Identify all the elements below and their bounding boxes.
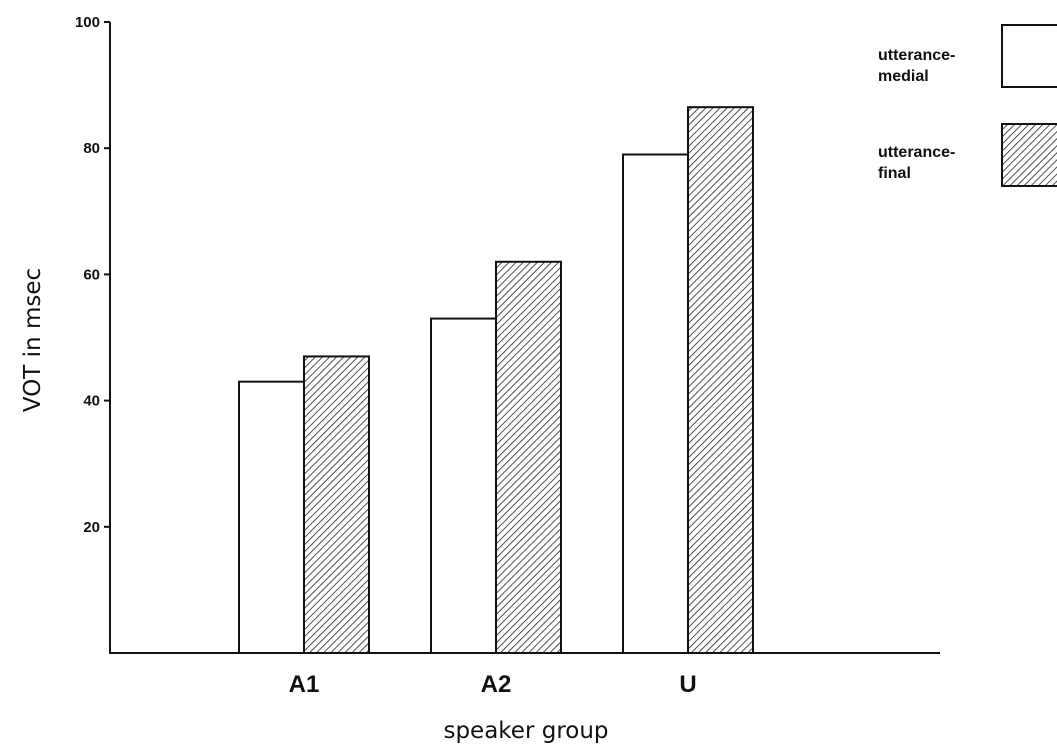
x-tick-label: A2 xyxy=(481,671,512,698)
y-tick-label: 60 xyxy=(83,266,100,283)
y-tick-label: 80 xyxy=(83,140,100,157)
y-tick-label: 100 xyxy=(75,14,100,31)
legend-label-series-1: medial xyxy=(878,68,929,85)
y-tick-label: 40 xyxy=(83,393,100,410)
legend-label-series-1: utterance- xyxy=(878,47,955,64)
y-axis-title: VOT in msec xyxy=(20,268,46,412)
legend-label-series-2: utterance- xyxy=(878,144,955,161)
legend-swatch-series-2 xyxy=(1001,123,1057,187)
legend-swatch-series-1 xyxy=(1001,24,1057,88)
bar-a1-series-1 xyxy=(238,380,305,654)
bar-u-series-1 xyxy=(622,153,689,654)
bar-a2-series-1 xyxy=(430,317,497,654)
x-axis-title: speaker group xyxy=(443,718,608,744)
x-tick-label: A1 xyxy=(289,671,320,698)
legend-label-series-2: final xyxy=(878,165,911,182)
labels: speaker group VOT in msec xyxy=(20,268,609,744)
bar-u-series-2 xyxy=(687,106,754,654)
x-tick-label: U xyxy=(679,671,696,698)
y-tick-label: 20 xyxy=(83,519,100,536)
bar-a2-series-2 xyxy=(495,260,562,654)
bar-a1-series-2 xyxy=(303,355,370,654)
legend: utterance-medial utterance-final xyxy=(878,24,1057,187)
bars: A1 A2 U xyxy=(238,106,754,698)
